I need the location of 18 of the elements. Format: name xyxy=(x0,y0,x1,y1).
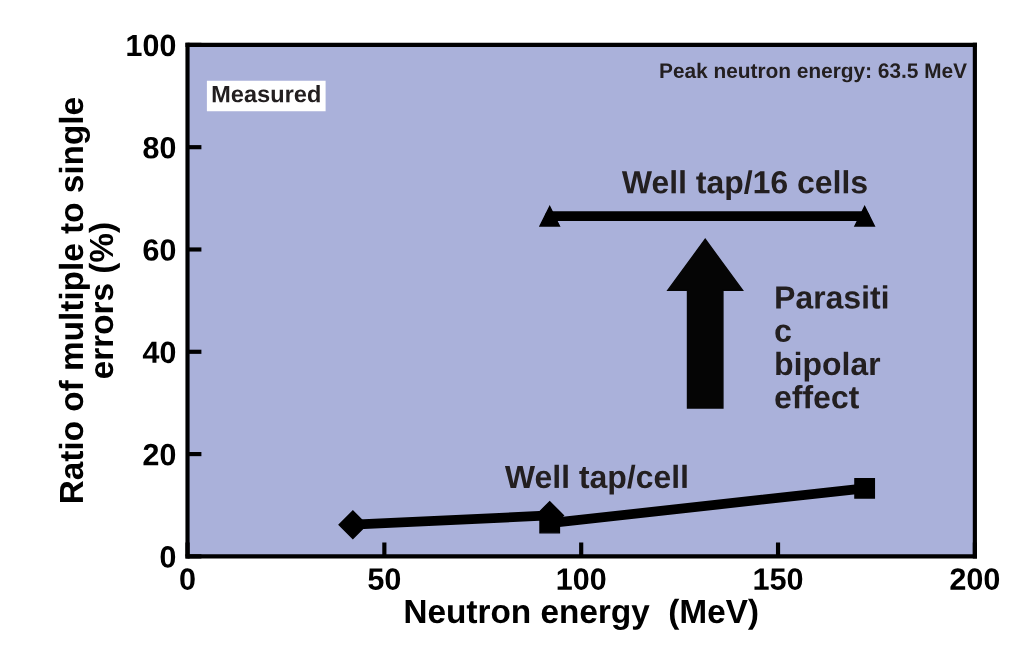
x-tick-label: 50 xyxy=(368,568,401,590)
y-tick-label: 100 xyxy=(127,34,176,57)
y-tick-label: 20 xyxy=(143,443,176,466)
annotation: Well tap/16 cells xyxy=(621,170,867,200)
x-tick-label: 0 xyxy=(180,568,195,590)
annotation: Measured xyxy=(212,85,320,103)
x-tick-label: 100 xyxy=(557,568,606,590)
x-tick-label: 150 xyxy=(754,568,803,590)
y-tick-label: 40 xyxy=(142,341,176,364)
y-axis-title: Ratio of multiple to single errors (%) xyxy=(58,98,120,503)
x-tick-label: 200 xyxy=(950,568,1000,590)
x-axis-title: Neutron energy (MeV) xyxy=(405,598,758,630)
annotation: Well tap/cell xyxy=(504,464,687,495)
y-tick-label: 60 xyxy=(143,239,176,261)
y-tick-label: 0 xyxy=(160,546,176,568)
annotation: Parasiti c bipolar effect xyxy=(775,285,888,409)
annotation: Peak neutron energy: 63.5 MeV xyxy=(660,62,967,83)
y-tick-label: 80 xyxy=(143,136,176,159)
